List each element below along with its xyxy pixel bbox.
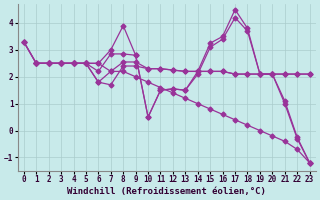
X-axis label: Windchill (Refroidissement éolien,°C): Windchill (Refroidissement éolien,°C) — [67, 187, 266, 196]
